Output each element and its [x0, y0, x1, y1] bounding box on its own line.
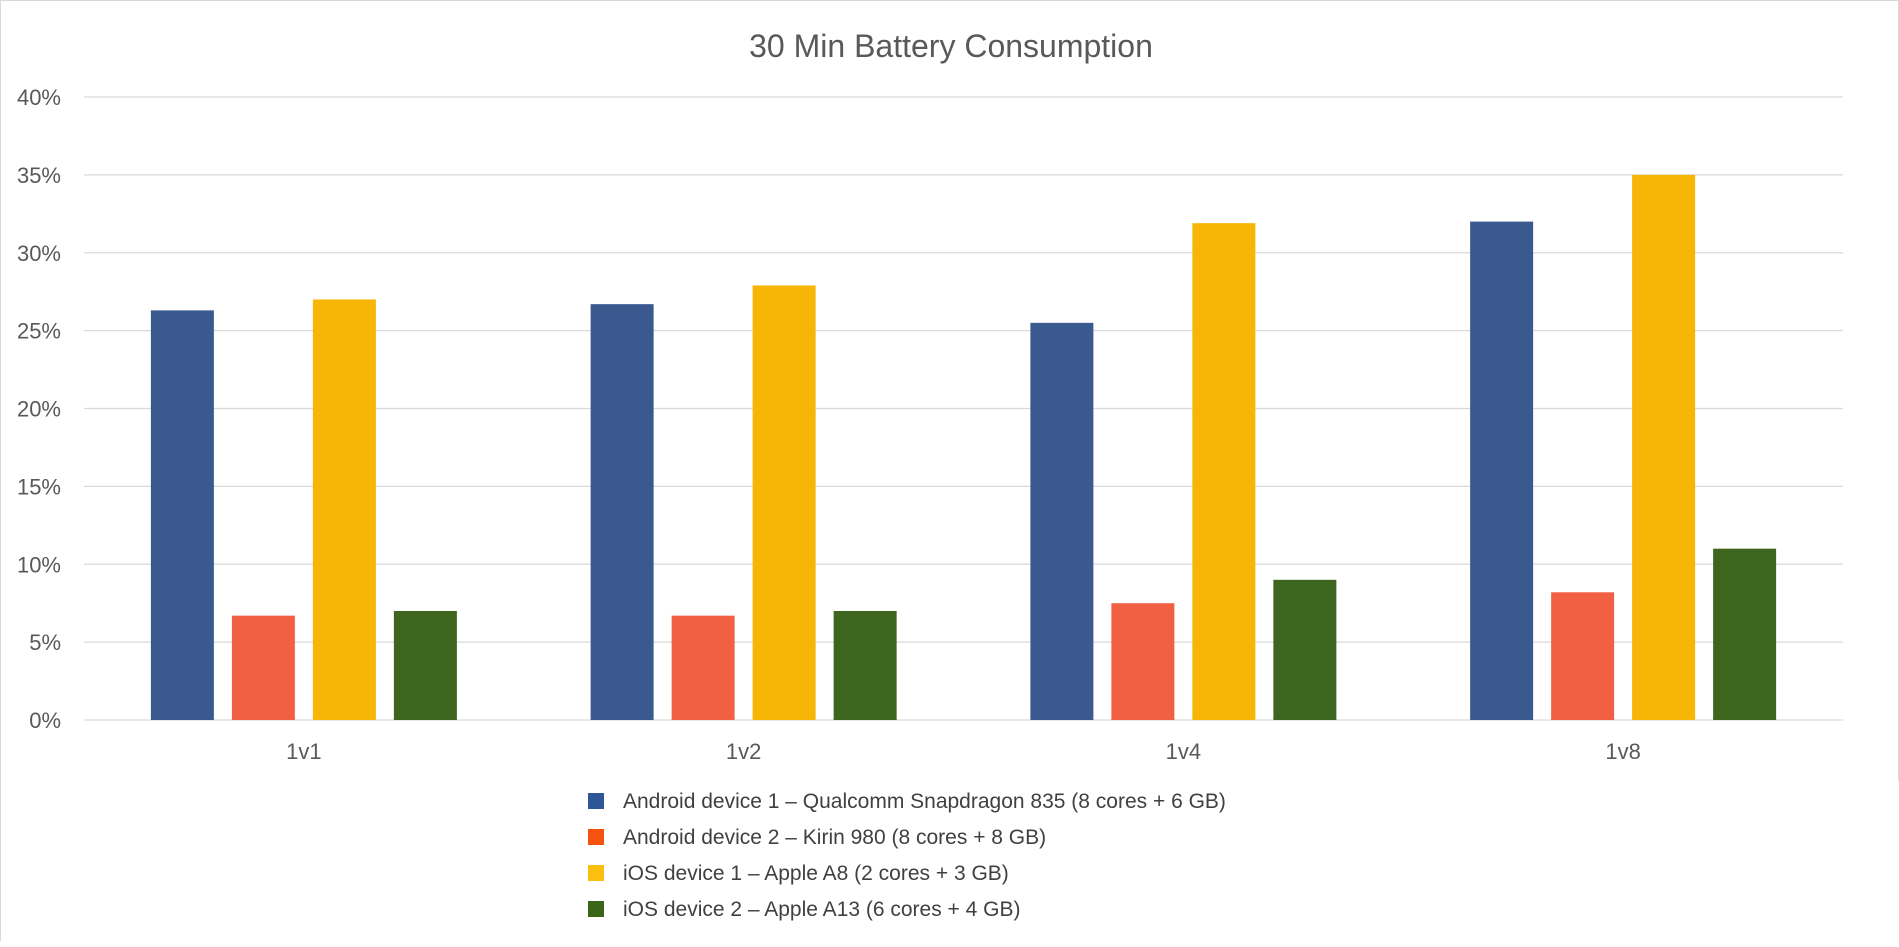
- y-tick-label: 5%: [29, 630, 61, 655]
- y-tick-label: 15%: [17, 474, 61, 499]
- legend-label: iOS device 1 – Apple A8 (2 cores + 3 GB): [623, 862, 1009, 885]
- legend-swatch: [588, 865, 604, 881]
- bar-1v8-series-1: [1470, 221, 1534, 720]
- y-tick-label: 0%: [29, 708, 61, 733]
- bar-1v4-series-1: [1030, 322, 1094, 720]
- chart-title: 30 Min Battery Consumption: [749, 28, 1153, 64]
- bar-1v4-series-2: [1111, 603, 1175, 720]
- bar-1v1-series-3: [312, 299, 376, 720]
- bar-1v2-series-4: [833, 610, 897, 720]
- legend-swatch: [588, 793, 604, 809]
- x-tick-label: 1v4: [1166, 739, 1201, 764]
- bar-1v2-series-3: [752, 285, 816, 720]
- y-axis-tick-labels: 0% 5% 10% 15% 20% 25% 30% 35% 40%: [17, 85, 61, 733]
- x-tick-label: 1v2: [726, 739, 761, 764]
- x-tick-label: 1v1: [286, 739, 321, 764]
- bar-1v4-series-4: [1273, 579, 1337, 720]
- x-axis-tick-labels: 1v1 1v2 1v4 1v8: [286, 739, 1641, 764]
- legend-label: Android device 1 – Qualcomm Snapdragon 8…: [623, 790, 1226, 813]
- y-tick-label: 30%: [17, 241, 61, 266]
- legend: Android device 1 – Qualcomm Snapdragon 8…: [588, 790, 1226, 921]
- legend-swatch: [588, 829, 604, 845]
- bars: [150, 174, 1777, 720]
- bar-1v8-series-3: [1632, 174, 1696, 720]
- legend-swatch: [588, 901, 604, 917]
- bar-1v1-series-4: [393, 610, 457, 720]
- y-tick-label: 10%: [17, 552, 61, 577]
- y-tick-label: 20%: [17, 397, 61, 422]
- y-tick-label: 25%: [17, 319, 61, 344]
- bar-1v1-series-1: [150, 310, 214, 720]
- bar-1v2-series-1: [590, 304, 654, 720]
- bar-1v8-series-2: [1551, 592, 1615, 720]
- bar-1v8-series-4: [1713, 548, 1777, 720]
- bar-1v2-series-2: [671, 615, 735, 720]
- y-tick-label: 35%: [17, 163, 61, 188]
- legend-label: iOS device 2 – Apple A13 (6 cores + 4 GB…: [623, 898, 1020, 921]
- y-tick-label: 40%: [17, 85, 61, 110]
- legend-label: Android device 2 – Kirin 980 (8 cores + …: [623, 826, 1046, 849]
- x-tick-label: 1v8: [1605, 739, 1640, 764]
- bar-1v1-series-2: [231, 615, 295, 720]
- bar-1v4-series-3: [1192, 223, 1256, 720]
- gridlines: [84, 96, 1843, 721]
